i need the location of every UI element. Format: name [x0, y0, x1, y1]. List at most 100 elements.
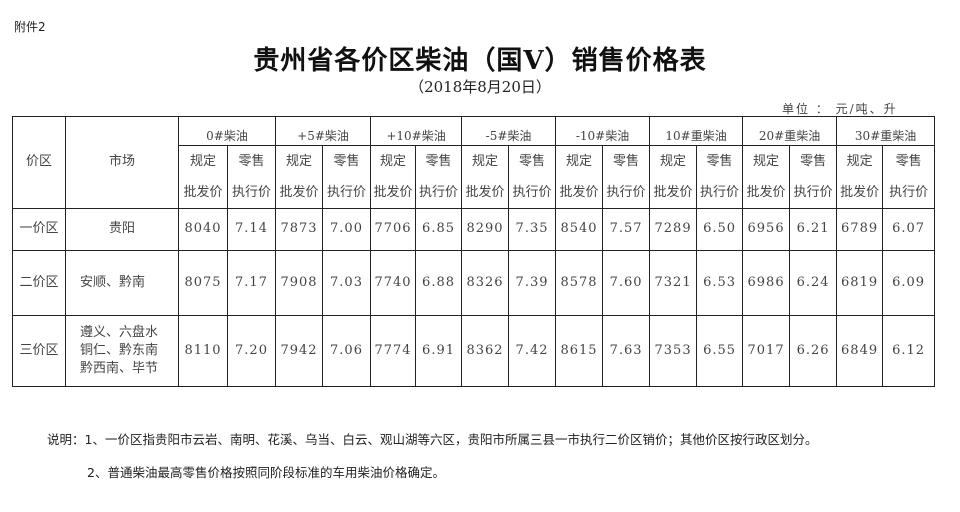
market-line: 黔西南、毕节: [80, 361, 159, 377]
header-wholesale-line: 批发价: [465, 185, 505, 200]
retail-price-cell: 6.07: [882, 208, 936, 251]
retail-price-cell: 6.88: [415, 250, 463, 316]
header-wholesale-line: 批发价: [373, 185, 413, 200]
table-row: 一价区 贵阳 8040 7.14 7873 7.00 7706 6.85 8290 7.35 854…: [12, 208, 936, 251]
header-wholesale-line: 批发价: [559, 185, 599, 200]
wholesale-price-cell: 7908: [275, 250, 324, 316]
header-retail-line: 零售: [706, 154, 733, 169]
zone-cell: 二价区: [12, 250, 66, 316]
retail-price-cell: 7.60: [602, 250, 651, 316]
wholesale-price-cell: 8540: [555, 208, 604, 251]
header-retail: 零售 执行价: [322, 145, 372, 209]
header-retail-line: 零售: [800, 154, 827, 169]
market-line: 贵阳: [108, 221, 135, 237]
wholesale-price-cell: 6789: [836, 208, 884, 251]
header-wholesale-line: 规定: [753, 154, 780, 169]
wholesale-price-cell: 7353: [649, 315, 698, 387]
header-wholesale: 规定 批发价: [836, 145, 884, 209]
retail-price-cell: 7.57: [602, 208, 651, 251]
wholesale-price-cell: 6849: [836, 315, 884, 387]
header-wholesale-line: 规定: [472, 154, 499, 169]
wholesale-price-cell: 8040: [178, 208, 228, 251]
market-line: 遵义、六盘水: [80, 324, 159, 340]
table-row: 二价区 安顺、黔南 8075 7.17 7908 7.03 7740 6.88 8326 7.39…: [12, 250, 936, 316]
retail-price-cell: 7.06: [322, 315, 372, 387]
header-retail: 零售 执行价: [696, 145, 744, 209]
header-wholesale-line: 规定: [380, 154, 407, 169]
header-product: 10#重柴油: [649, 116, 744, 146]
wholesale-price-cell: 6986: [742, 250, 791, 316]
zone-cell: 一价区: [12, 208, 66, 251]
wholesale-price-cell: 7017: [742, 315, 791, 387]
retail-price-cell: 7.03: [322, 250, 372, 316]
header-wholesale: 规定 批发价: [461, 145, 510, 209]
retail-price-cell: 6.24: [789, 250, 838, 316]
header-product: -10#柴油: [555, 116, 651, 146]
retail-price-cell: 7.35: [508, 208, 557, 251]
header-retail: 零售 执行价: [602, 145, 651, 209]
retail-price-cell: 6.26: [789, 315, 838, 387]
zone-cell: 三价区: [12, 315, 66, 387]
header-retail-line: 执行价: [232, 185, 272, 200]
header-retail-line: 执行价: [512, 185, 552, 200]
wholesale-price-cell: 6956: [742, 208, 791, 251]
price-table: 价区 市场 0#柴油 +5#柴油 +10#柴油 -5#柴油 -10#柴油 10#重柴油 20#重…: [12, 116, 936, 387]
wholesale-price-cell: 8326: [461, 250, 510, 316]
wholesale-price-cell: 7740: [370, 250, 417, 316]
header-wholesale: 规定 批发价: [275, 145, 324, 209]
header-wholesale-line: 批发价: [840, 185, 880, 200]
wholesale-price-cell: 8578: [555, 250, 604, 316]
market-cell: 遵义、六盘水 铜仁、黔东南 黔西南、毕节: [65, 315, 179, 387]
retail-price-cell: 6.85: [415, 208, 463, 251]
header-retail-line: 零售: [895, 154, 922, 169]
header-retail-line: 零售: [519, 154, 546, 169]
wholesale-price-cell: 8110: [178, 315, 228, 387]
wholesale-price-cell: 7774: [370, 315, 417, 387]
header-retail: 零售 执行价: [789, 145, 838, 209]
note-1: 说明：1、一价区指贵阳市云岩、南明、花溪、乌当、白云、观山湖等六区，贵阳市所属三…: [47, 432, 818, 447]
header-wholesale: 规定 批发价: [555, 145, 604, 209]
retail-price-cell: 7.20: [226, 315, 277, 387]
attachment-label: 附件2: [14, 20, 46, 34]
retail-price-cell: 7.39: [508, 250, 557, 316]
page-title: 贵州省各价区柴油（国Ⅴ）销售价格表: [253, 46, 707, 76]
market-line: 铜仁、黔东南: [80, 342, 159, 358]
header-product: +5#柴油: [275, 116, 372, 146]
header-retail-line: 零售: [425, 154, 452, 169]
market-cell: 安顺、黔南: [65, 250, 179, 316]
wholesale-price-cell: 8075: [178, 250, 228, 316]
note-2: 2、普通柴油最高零售价格按照同阶段标准的车用柴油价格确定。: [87, 465, 445, 480]
header-retail: 零售 执行价: [226, 145, 277, 209]
header-retail-line: 执行价: [889, 185, 929, 200]
retail-price-cell: 6.53: [696, 250, 744, 316]
wholesale-price-cell: 8615: [555, 315, 604, 387]
header-wholesale-line: 规定: [189, 154, 216, 169]
retail-price-cell: 7.00: [322, 208, 372, 251]
market-line: 安顺、黔南: [80, 274, 146, 290]
header-wholesale: 规定 批发价: [649, 145, 698, 209]
wholesale-price-cell: 7942: [275, 315, 324, 387]
header-product: 30#重柴油: [836, 116, 936, 146]
header-product: 20#重柴油: [742, 116, 838, 146]
retail-price-cell: 6.12: [882, 315, 936, 387]
retail-price-cell: 7.17: [226, 250, 277, 316]
header-product: -5#柴油: [461, 116, 557, 146]
header-wholesale: 规定 批发价: [742, 145, 791, 209]
table-row: 三价区 遵义、六盘水 铜仁、黔东南 黔西南、毕节 8110 7.20 7942 7.06 777…: [12, 315, 936, 387]
header-wholesale-line: 批发价: [746, 185, 786, 200]
retail-price-cell: 6.50: [696, 208, 744, 251]
header-retail: 零售 执行价: [882, 145, 936, 209]
header-product: 0#柴油: [177, 116, 277, 146]
header-wholesale-line: 规定: [660, 154, 687, 169]
retail-price-cell: 7.14: [226, 208, 277, 251]
wholesale-price-cell: 7706: [370, 208, 417, 251]
wholesale-price-cell: 7321: [649, 250, 698, 316]
retail-price-cell: 6.91: [415, 315, 463, 387]
header-wholesale-line: 规定: [846, 154, 873, 169]
wholesale-price-cell: 7873: [275, 208, 324, 251]
header-retail: 零售 执行价: [508, 145, 557, 209]
date-subtitle: （2018年8月20日）: [409, 78, 551, 96]
wholesale-price-cell: 6819: [836, 250, 884, 316]
wholesale-price-cell: 8290: [461, 208, 510, 251]
header-wholesale-line: 批发价: [279, 185, 319, 200]
